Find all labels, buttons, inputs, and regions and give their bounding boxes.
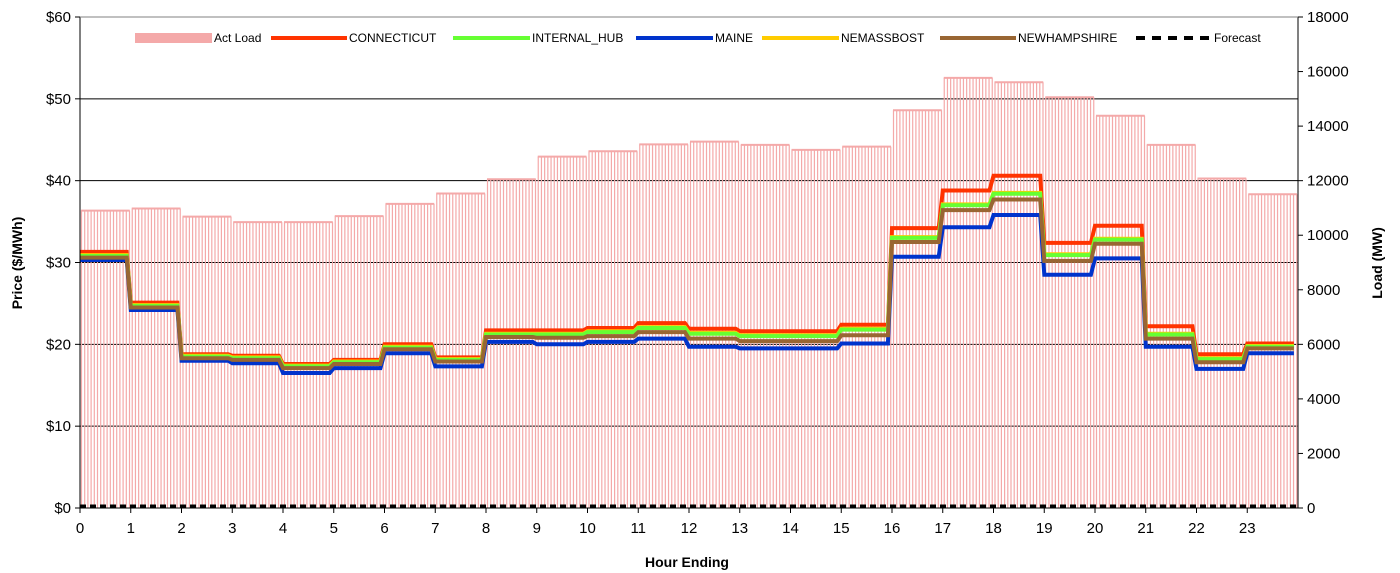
legend-item: INTERNAL_HUB (453, 31, 623, 45)
load-bar (385, 202, 435, 508)
x-tick-label: 4 (279, 520, 287, 537)
x-tick-label: 3 (228, 520, 236, 537)
legend-item: MAINE (636, 31, 753, 45)
series-line-maine (80, 213, 1294, 375)
x-tick-label: 23 (1239, 520, 1256, 537)
legend-label: INTERNAL_HUB (532, 31, 623, 45)
load-bar (1197, 177, 1247, 508)
x-tick-label: 13 (731, 520, 748, 537)
x-tick-label: 5 (330, 520, 338, 537)
legend-label: Forecast (1214, 31, 1261, 45)
load-bar (1248, 193, 1298, 508)
x-tick-label: 0 (76, 520, 84, 537)
load-bar (689, 140, 740, 508)
load-bar (1095, 114, 1146, 508)
axes: $0$10$20$30$40$50$6002000400060008000100… (46, 9, 1349, 537)
x-tick-label: 20 (1087, 520, 1104, 537)
y2-tick-label: 6000 (1307, 336, 1340, 353)
load-bar (1045, 96, 1095, 508)
legend-swatch (135, 33, 212, 43)
legend-item: Forecast (1136, 31, 1261, 45)
y2-tick-label: 0 (1307, 500, 1315, 517)
legend-item: NEWHAMPSHIRE (940, 31, 1117, 45)
legend-label: NEMASSBOST (841, 31, 925, 45)
load-bars (80, 76, 1298, 508)
y-axis-title: Price ($/MWh) (9, 217, 25, 310)
legend-label: Act Load (214, 31, 261, 45)
legend-item: NEMASSBOST (762, 31, 925, 45)
price-lines (80, 173, 1298, 508)
x-tick-label: 15 (833, 520, 850, 537)
x-tick-label: 2 (177, 520, 185, 537)
y-tick-label: $50 (46, 91, 71, 108)
x-tick-label: 17 (934, 520, 951, 537)
legend-label: MAINE (715, 31, 753, 45)
load-bar (740, 143, 790, 508)
x-tick-label: 8 (482, 520, 490, 537)
load-bar (791, 148, 841, 508)
x-tick-label: 1 (127, 520, 135, 537)
load-bar (131, 207, 181, 508)
y2-tick-label: 8000 (1307, 282, 1340, 299)
x-tick-label: 9 (533, 520, 541, 537)
legend-item: Act Load (135, 31, 261, 45)
y-tick-label: $20 (46, 336, 71, 353)
legend-label: CONNECTICUT (349, 31, 437, 45)
load-bar (436, 192, 486, 508)
x-tick-label: 18 (985, 520, 1002, 537)
y-tick-label: $0 (54, 500, 71, 517)
x-tick-label: 6 (380, 520, 388, 537)
x-tick-label: 19 (1036, 520, 1053, 537)
load-bar (943, 76, 993, 508)
y2-tick-label: 14000 (1307, 118, 1349, 135)
legend-item: CONNECTICUT (271, 31, 437, 45)
series-line-newhampshire (80, 197, 1294, 371)
legend-label: NEWHAMPSHIRE (1018, 31, 1117, 45)
y2-tick-label: 2000 (1307, 445, 1340, 462)
y2-axis-title: Load (MW) (1369, 227, 1385, 299)
load-bar (892, 109, 943, 508)
y-tick-label: $30 (46, 255, 71, 272)
y2-tick-label: 4000 (1307, 391, 1340, 408)
x-tick-label: 10 (579, 520, 596, 537)
y2-tick-label: 18000 (1307, 9, 1349, 26)
x-tick-label: 14 (782, 520, 799, 537)
x-tick-label: 7 (431, 520, 439, 537)
y2-tick-label: 12000 (1307, 173, 1349, 190)
x-tick-label: 22 (1188, 520, 1205, 537)
y-tick-label: $40 (46, 173, 71, 190)
x-tick-label: 11 (630, 520, 646, 537)
y2-tick-label: 10000 (1307, 227, 1349, 244)
x-tick-label: 21 (1137, 520, 1154, 537)
y-tick-label: $60 (46, 9, 71, 26)
x-axis-title: Hour Ending (645, 554, 729, 570)
y-tick-label: $10 (46, 418, 71, 435)
legend: Act Load CONNECTICUT INTERNAL_HUB MAINE NEMA… (135, 31, 1261, 45)
x-tick-label: 16 (884, 520, 901, 537)
x-tick-label: 12 (681, 520, 698, 537)
y2-tick-label: 16000 (1307, 64, 1349, 81)
load-bar (994, 81, 1044, 508)
